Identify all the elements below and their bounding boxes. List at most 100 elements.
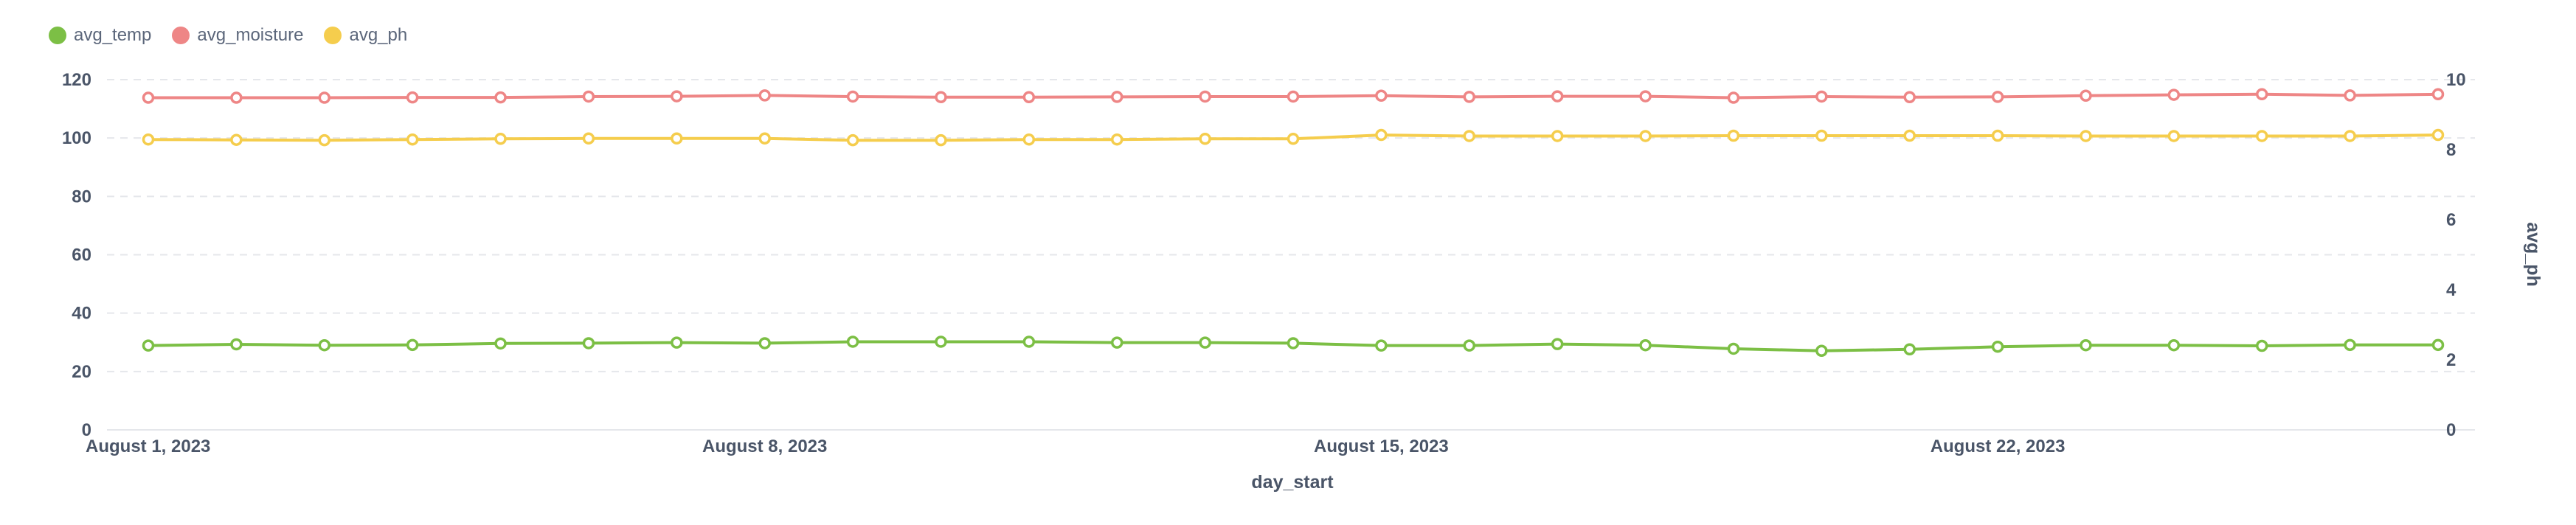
- data-point-avg-moisture[interactable]: [2431, 88, 2445, 101]
- data-point-avg-moisture[interactable]: [1551, 90, 1564, 102]
- grid: [107, 79, 2475, 372]
- legend-swatch-avg-moisture: [172, 27, 190, 44]
- data-point-avg-temp[interactable]: [2431, 338, 2445, 352]
- data-point-avg-temp[interactable]: [494, 337, 507, 350]
- data-point-avg-ph[interactable]: [1022, 133, 1036, 146]
- data-point-avg-ph[interactable]: [935, 133, 947, 147]
- data-point-avg-moisture[interactable]: [230, 91, 243, 104]
- data-point-avg-moisture[interactable]: [582, 90, 595, 103]
- data-point-avg-moisture[interactable]: [2167, 88, 2181, 101]
- data-point-avg-ph[interactable]: [582, 132, 595, 145]
- data-point-avg-ph[interactable]: [1639, 130, 1652, 142]
- data-point-avg-ph[interactable]: [494, 133, 507, 145]
- data-point-avg-ph[interactable]: [2255, 130, 2268, 142]
- y2-tick-label: 2: [2446, 350, 2456, 370]
- data-point-avg-ph[interactable]: [1110, 133, 1123, 146]
- data-point-avg-ph[interactable]: [2431, 128, 2445, 142]
- x-tick-label: August 22, 2023: [1931, 437, 2066, 456]
- data-point-avg-ph[interactable]: [1991, 129, 2004, 142]
- data-point-avg-ph[interactable]: [1287, 133, 1300, 145]
- data-point-avg-ph[interactable]: [2080, 130, 2092, 142]
- legend-item-avg-moisture[interactable]: avg_moisture: [172, 25, 303, 46]
- data-point-avg-temp[interactable]: [230, 338, 243, 351]
- data-point-avg-temp[interactable]: [582, 337, 595, 350]
- data-point-avg-moisture[interactable]: [318, 91, 331, 104]
- y2-axis-title: avg_ph: [2523, 222, 2544, 287]
- data-point-avg-temp[interactable]: [2080, 338, 2092, 352]
- x-tick-label: August 8, 2023: [702, 437, 827, 456]
- data-point-avg-ph[interactable]: [1727, 129, 1740, 142]
- legend-label-avg-moisture: avg_moisture: [197, 25, 304, 45]
- data-point-avg-moisture[interactable]: [758, 89, 771, 102]
- data-point-avg-temp[interactable]: [2344, 338, 2356, 352]
- data-point-avg-ph[interactable]: [1903, 129, 1916, 142]
- legend-swatch-avg-temp: [49, 27, 66, 44]
- data-point-avg-temp[interactable]: [142, 339, 155, 352]
- data-point-avg-moisture[interactable]: [1199, 90, 1211, 103]
- legend-item-avg-ph[interactable]: avg_ph: [324, 25, 407, 46]
- y2-tick-label: 10: [2446, 70, 2466, 90]
- data-point-avg-temp[interactable]: [1551, 338, 1564, 350]
- data-point-avg-ph[interactable]: [1815, 129, 1828, 142]
- data-point-avg-ph[interactable]: [2344, 130, 2356, 142]
- data-point-avg-moisture[interactable]: [1022, 91, 1036, 103]
- data-point-avg-temp[interactable]: [318, 338, 331, 352]
- data-point-avg-moisture[interactable]: [2080, 89, 2092, 102]
- legend-label-avg-ph: avg_ph: [349, 25, 408, 45]
- data-point-avg-moisture[interactable]: [1815, 90, 1828, 103]
- data-point-avg-temp[interactable]: [1375, 339, 1388, 352]
- data-point-avg-temp[interactable]: [1287, 337, 1300, 350]
- y-tick-label: 100: [62, 128, 91, 148]
- data-point-avg-ph[interactable]: [318, 133, 331, 147]
- data-point-avg-temp[interactable]: [1727, 342, 1740, 355]
- data-point-avg-ph[interactable]: [1551, 130, 1564, 142]
- data-point-avg-moisture[interactable]: [142, 91, 155, 104]
- data-point-avg-moisture[interactable]: [671, 90, 683, 102]
- data-point-avg-ph[interactable]: [2167, 130, 2181, 142]
- data-point-avg-temp[interactable]: [2255, 339, 2268, 352]
- data-point-avg-moisture[interactable]: [2255, 88, 2268, 101]
- data-point-avg-temp[interactable]: [1110, 336, 1123, 349]
- data-point-avg-moisture[interactable]: [935, 91, 947, 103]
- data-point-avg-temp[interactable]: [1903, 343, 1916, 355]
- data-point-avg-ph[interactable]: [230, 133, 243, 146]
- data-point-avg-temp[interactable]: [1639, 338, 1652, 352]
- data-point-avg-moisture[interactable]: [1903, 91, 1916, 103]
- data-point-avg-moisture[interactable]: [1639, 90, 1652, 102]
- data-point-avg-moisture[interactable]: [1991, 91, 2004, 103]
- data-point-avg-ph[interactable]: [142, 133, 155, 146]
- x-tick-label: August 1, 2023: [86, 437, 210, 456]
- data-point-avg-temp[interactable]: [406, 338, 419, 352]
- x-axis-title: day_start: [1251, 472, 1334, 493]
- data-point-avg-moisture[interactable]: [1727, 91, 1740, 104]
- data-point-avg-temp[interactable]: [935, 335, 947, 348]
- data-point-avg-temp[interactable]: [758, 337, 771, 350]
- data-point-avg-ph[interactable]: [1375, 128, 1388, 142]
- data-point-avg-temp[interactable]: [1991, 340, 2004, 353]
- data-point-avg-moisture[interactable]: [1463, 91, 1476, 103]
- legend-item-avg-temp[interactable]: avg_temp: [49, 25, 151, 46]
- data-point-avg-moisture[interactable]: [2344, 89, 2356, 102]
- data-point-avg-moisture[interactable]: [1110, 91, 1123, 103]
- data-point-avg-moisture[interactable]: [846, 90, 859, 103]
- data-point-avg-ph[interactable]: [1199, 133, 1211, 145]
- x-tick-label: August 15, 2023: [1314, 437, 1449, 456]
- data-point-avg-ph[interactable]: [758, 132, 771, 145]
- data-point-avg-moisture[interactable]: [494, 91, 507, 104]
- data-point-avg-temp[interactable]: [1022, 335, 1036, 348]
- data-point-avg-temp[interactable]: [1815, 344, 1828, 357]
- data-point-avg-temp[interactable]: [1199, 336, 1211, 349]
- data-point-avg-temp[interactable]: [2167, 338, 2181, 352]
- data-point-avg-ph[interactable]: [1463, 130, 1476, 142]
- data-point-avg-moisture[interactable]: [406, 91, 419, 104]
- data-point-avg-moisture[interactable]: [1375, 89, 1388, 102]
- data-point-avg-ph[interactable]: [671, 132, 683, 145]
- data-point-avg-temp[interactable]: [846, 335, 859, 348]
- data-point-avg-ph[interactable]: [846, 133, 859, 147]
- data-point-avg-moisture[interactable]: [1287, 90, 1300, 103]
- y-tick-label: 20: [72, 362, 91, 382]
- data-point-avg-temp[interactable]: [1463, 339, 1476, 352]
- data-point-avg-temp[interactable]: [671, 336, 683, 349]
- data-point-avg-ph[interactable]: [406, 133, 419, 146]
